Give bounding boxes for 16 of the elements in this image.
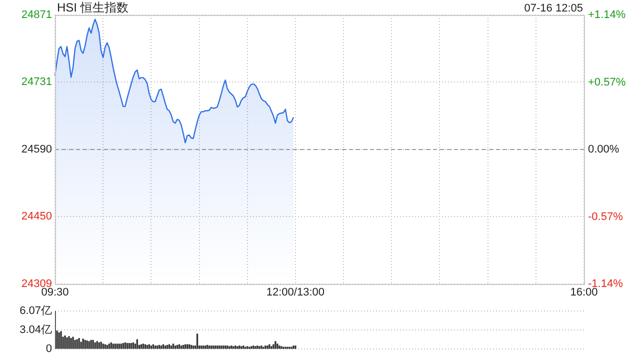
x-tick-label: 12:00/13:00	[266, 286, 325, 299]
y-tick-label: 0	[46, 343, 52, 356]
text: 07-16 12:05	[524, 2, 583, 15]
y2-tick-label: -0.57%	[588, 210, 624, 223]
chart-title: HSI 恒生指数	[57, 0, 128, 14]
y2-tick-label: 0.00%	[588, 144, 620, 156]
y2-tick-label: +0.57%	[588, 76, 626, 88]
x-tick-label: 09:30	[41, 286, 69, 299]
y2-tick-label: +1.14%	[588, 9, 626, 22]
y-tick-label: 24871	[21, 9, 52, 22]
y-tick-label: 6.07亿	[20, 305, 52, 318]
y-tick-label: 24590	[21, 144, 52, 156]
y-tick-label: 24450	[21, 210, 52, 223]
y-tick-label: 3.04亿	[20, 324, 52, 336]
x-tick-label: 16:00	[570, 286, 598, 299]
y-tick-label: 24731	[21, 76, 52, 88]
